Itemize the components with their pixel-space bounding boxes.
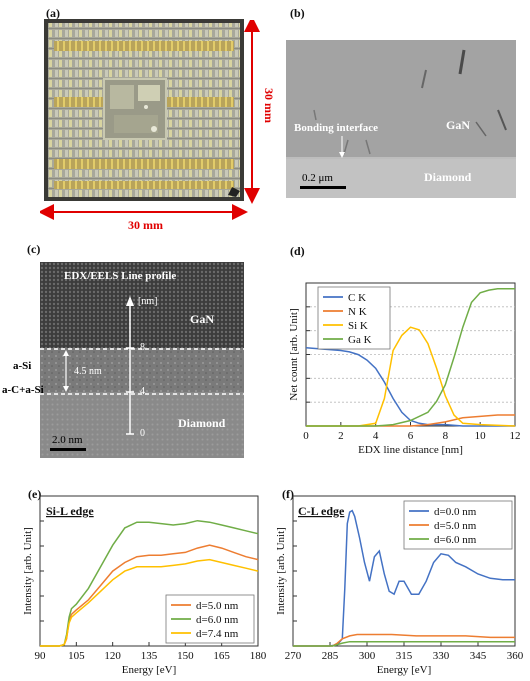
y-axis-label-f: Intensity [arb. Unit]	[275, 527, 287, 615]
legend-label-f-1: d=5.0 nm	[434, 520, 477, 532]
x-tick-label-f: 300	[359, 650, 376, 662]
legend-label-f-0: d=0.0 nm	[434, 506, 477, 518]
x-tick-label-f: 360	[507, 650, 524, 662]
x-tick-label-f: 330	[433, 650, 450, 662]
x-tick-label-f: 285	[322, 650, 339, 662]
x-tick-label-f: 270	[285, 650, 302, 662]
x-axis-label-f: Energy [eV]	[377, 664, 431, 676]
edge-annotation-f: C-L edge	[298, 504, 345, 518]
legend-label-f-2: d=6.0 nm	[434, 534, 477, 546]
x-tick-label-f: 345	[470, 650, 487, 662]
x-tick-label-f: 315	[396, 650, 413, 662]
